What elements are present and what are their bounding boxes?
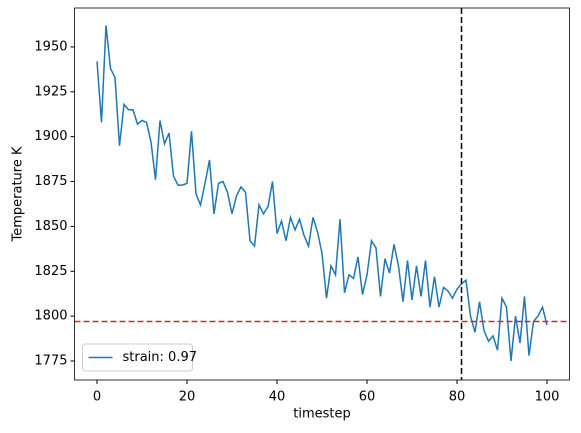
plot-frame [74,7,570,381]
y-tick-label: 1850 [34,219,67,234]
x-tick-label: 60 [359,390,376,405]
y-tick-label: 1775 [34,353,67,368]
legend-box [82,343,193,372]
legend-label: strain: 0.97 [123,350,198,365]
x-tick-label: 0 [93,390,101,405]
y-tick-label: 1950 [34,39,67,54]
y-tick-label: 1800 [34,309,67,324]
x-tick-label: 100 [535,390,560,405]
y-tick-label: 1825 [34,264,67,279]
x-tick-label: 80 [449,390,466,405]
x-tick-label: 20 [179,390,196,405]
y-tick-label: 1925 [34,84,67,99]
x-tick-label: 40 [269,390,286,405]
y-tick-label: 1875 [34,174,67,189]
y-axis-label: Temperature K [11,146,26,242]
x-axis-label: timestep [293,407,351,422]
y-tick-label: 1900 [34,129,67,144]
